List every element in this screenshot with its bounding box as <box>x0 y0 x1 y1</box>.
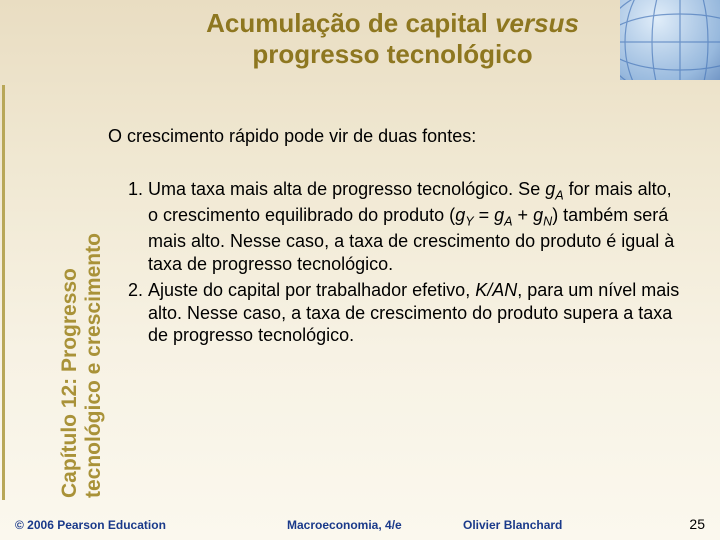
footer-page: 25 <box>689 516 705 532</box>
sub-n: N <box>543 214 552 228</box>
footer-author: Olivier Blanchard <box>463 518 562 532</box>
var-g: g <box>494 205 504 225</box>
title-line-2: progresso tecnológico <box>95 39 690 70</box>
footer-copyright: © 2006 Pearson Education <box>15 518 166 532</box>
title-part-1: Acumulação de capital <box>206 8 495 38</box>
sub-a: A <box>555 188 563 202</box>
chapter-sidebar: Capítulo 12: Progresso tecnológico e cre… <box>58 233 105 498</box>
sidebar-gold-bar <box>2 85 5 500</box>
intro-text: O crescimento rápido pode vir de duas fo… <box>108 125 680 148</box>
var-g: g <box>545 179 555 199</box>
text: = <box>474 205 495 225</box>
sub-y: Y <box>465 214 473 228</box>
title-line-1: Acumulação de capital versus <box>95 8 690 39</box>
body: O crescimento rápido pode vir de duas fo… <box>100 110 680 490</box>
var-kan: K/AN <box>475 280 517 300</box>
slide: Acumulação de capital versus progresso t… <box>0 0 720 540</box>
sidebar-line-1: Capítulo 12: Progresso <box>58 233 82 498</box>
ordered-list: Uma taxa mais alta de progresso tecnológ… <box>100 178 680 347</box>
var-g: g <box>455 205 465 225</box>
text: Ajuste do capital por trabalhador efetiv… <box>148 280 475 300</box>
text: Uma taxa mais alta de progresso tecnológ… <box>148 179 545 199</box>
list-item: Ajuste do capital por trabalhador efetiv… <box>148 279 680 347</box>
list-item: Uma taxa mais alta de progresso tecnológ… <box>148 178 680 276</box>
title-italic: versus <box>495 8 579 38</box>
sub-a: A <box>504 214 512 228</box>
slide-title: Acumulação de capital versus progresso t… <box>95 8 690 70</box>
text: + <box>513 205 534 225</box>
var-g: g <box>533 205 543 225</box>
footer-book: Macroeconomia, 4/e <box>287 518 402 532</box>
